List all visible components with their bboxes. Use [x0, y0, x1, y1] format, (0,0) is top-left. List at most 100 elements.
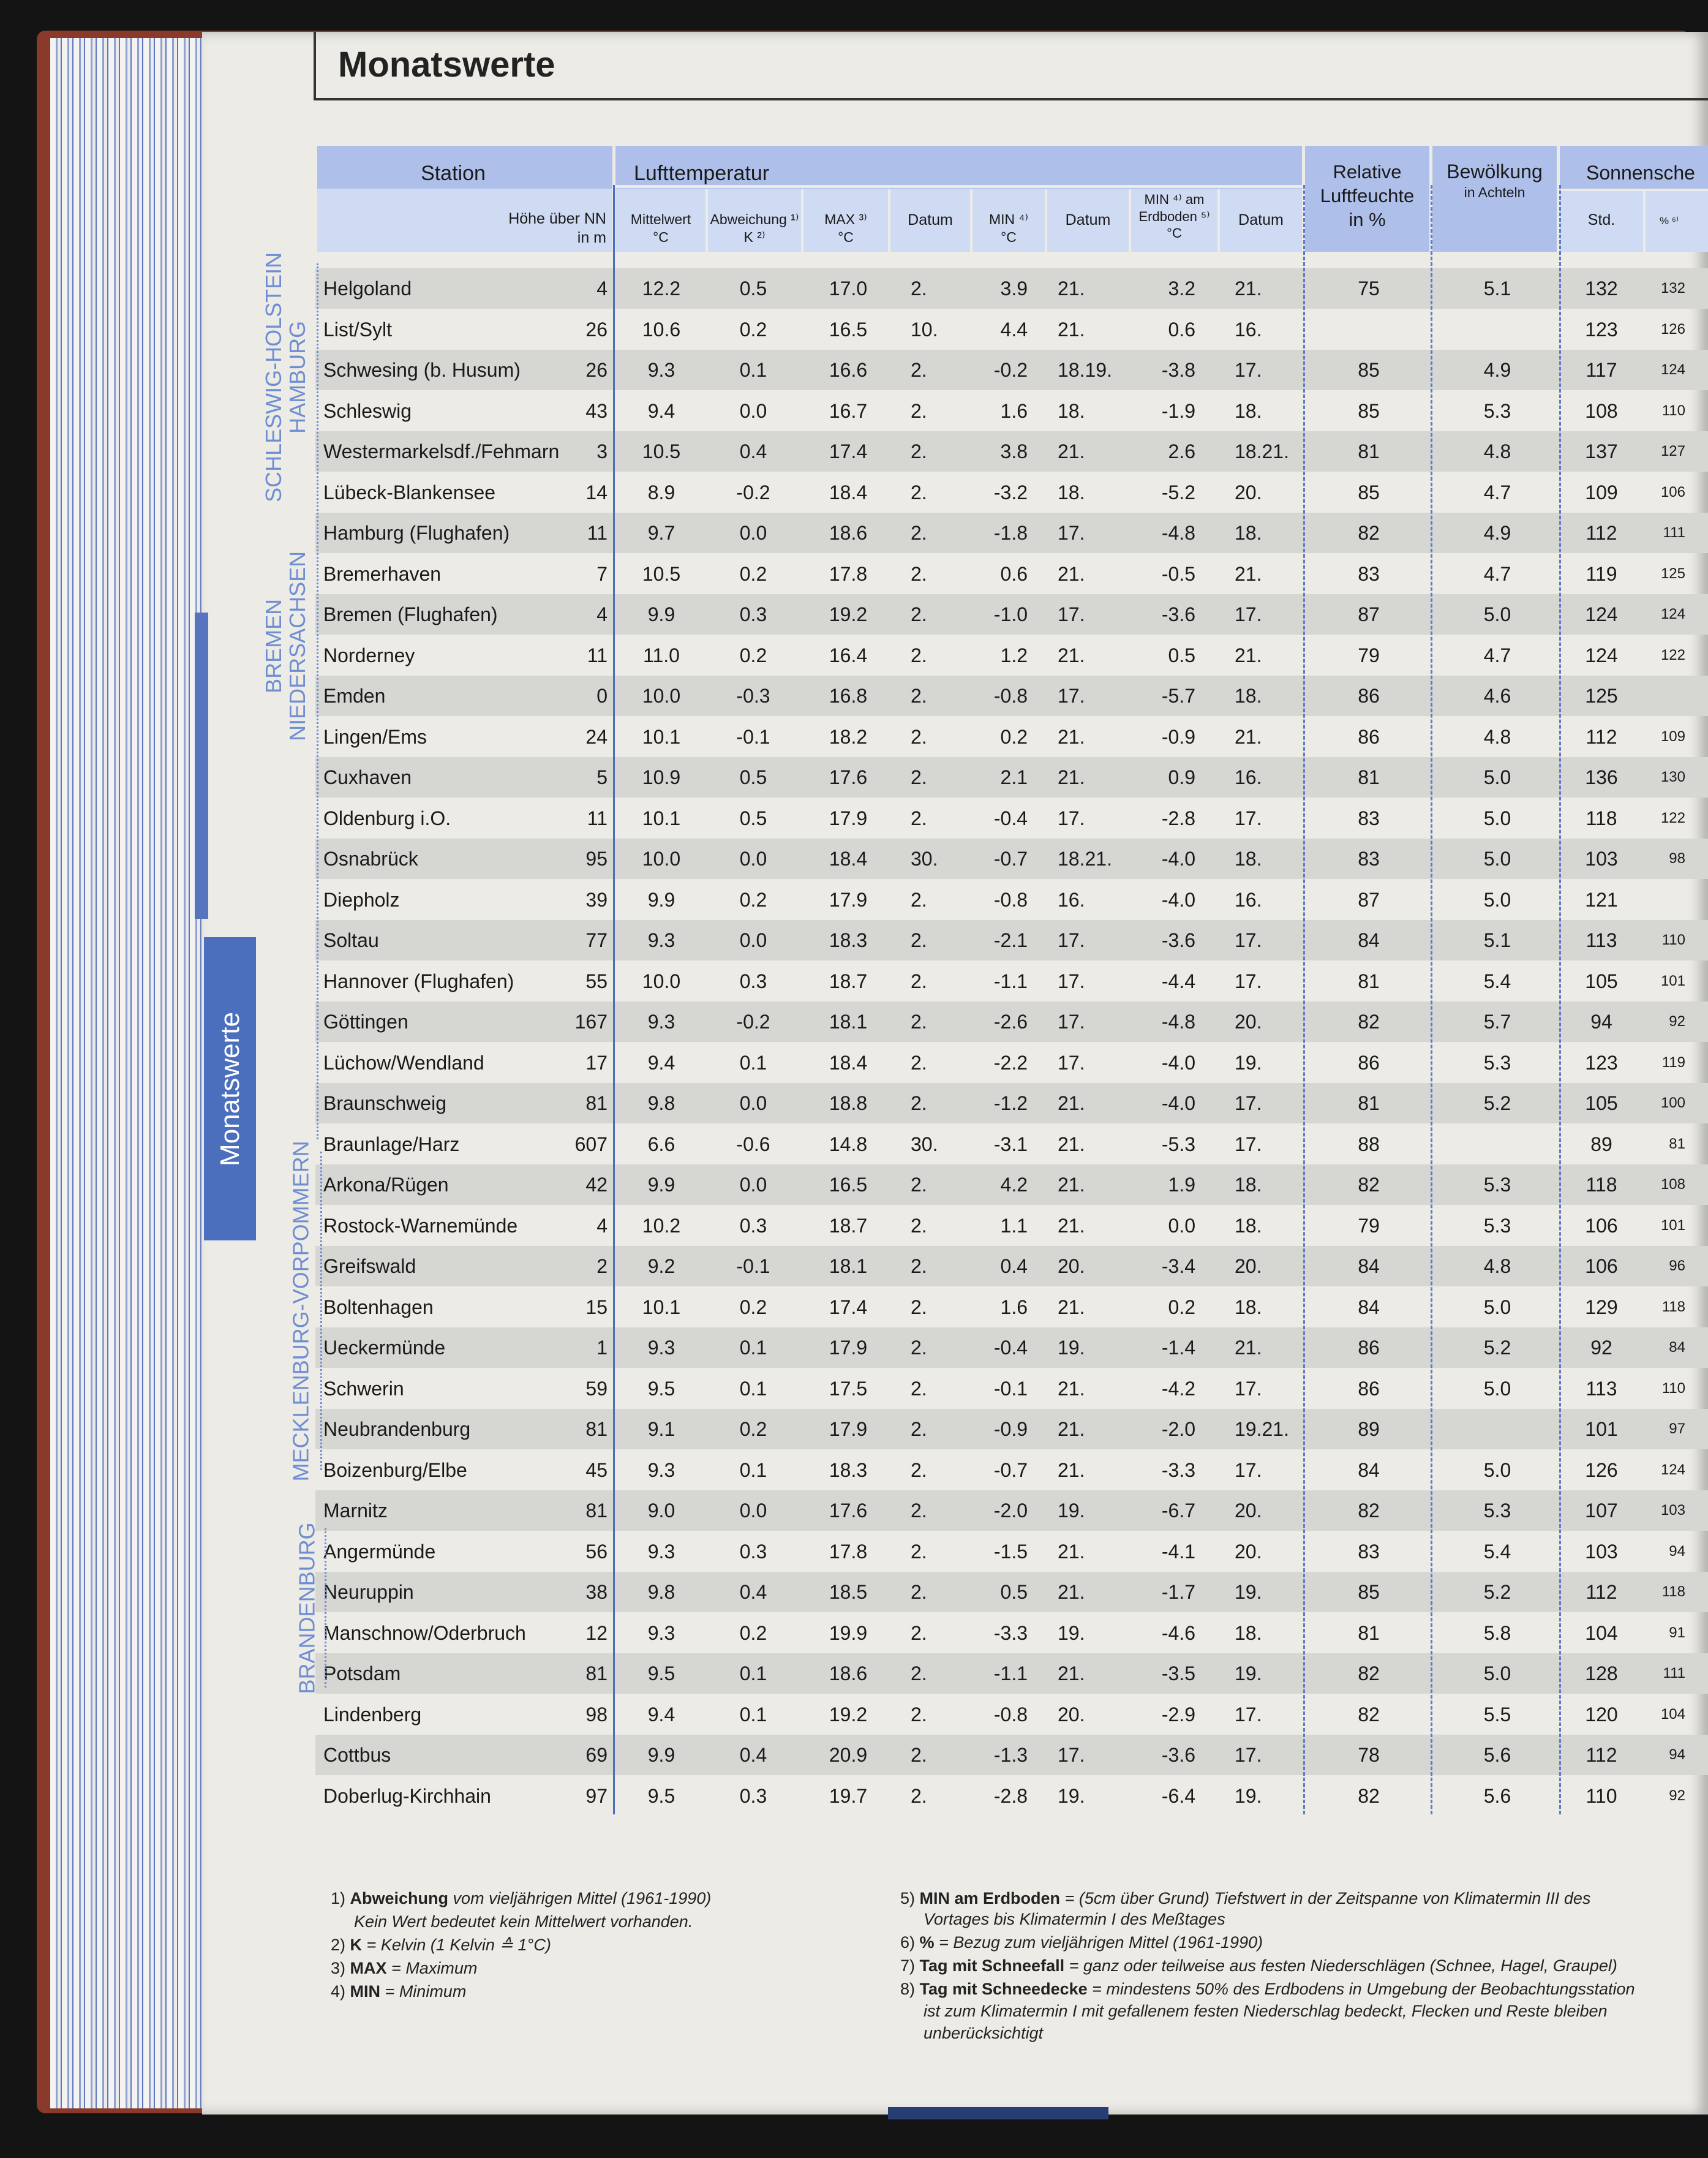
cell-hoehe: 167	[574, 1011, 608, 1033]
cell-bew: 5.3	[1483, 400, 1511, 422]
cell-station: Rostock-Warnemünde	[323, 1215, 518, 1237]
cell-std: 105	[1585, 1092, 1618, 1114]
table-row-stripe	[315, 350, 1708, 390]
cell-max: 17.9	[829, 889, 868, 911]
cell-derd: 17.	[1235, 603, 1262, 625]
cell-dmax: 2.	[911, 522, 927, 544]
cell-derd: 20.	[1235, 1541, 1262, 1563]
cell-hoehe: 59	[585, 1378, 608, 1400]
cell-erd: -3.6	[1161, 929, 1195, 951]
cell-hoehe: 24	[585, 726, 608, 748]
cell-rf: 86	[1358, 1378, 1380, 1400]
cell-derd: 17.	[1235, 1744, 1262, 1766]
cell-min: 4.4	[1000, 319, 1028, 341]
cell-std: 119	[1586, 563, 1617, 585]
cell-mittel: 9.8	[647, 1581, 675, 1603]
cell-std: 126	[1585, 1459, 1618, 1481]
cell-min: -0.9	[993, 1418, 1028, 1440]
cell-min: -2.0	[993, 1500, 1028, 1522]
cell-dmin: 21.	[1058, 1215, 1085, 1237]
cell-rf: 75	[1358, 277, 1380, 300]
cell-derd: 18.	[1235, 1622, 1262, 1644]
header-luftfeuchte: Relative Luftfeuchte in %	[1320, 161, 1415, 230]
cell-abw: 0.0	[739, 1174, 767, 1196]
cell-rf: 85	[1358, 481, 1380, 504]
cell-mittel: 9.3	[647, 929, 675, 951]
cell-rf: 88	[1358, 1133, 1380, 1155]
cell-bew: 5.0	[1483, 1296, 1511, 1318]
cell-hoehe: 77	[585, 929, 608, 951]
side-tab-label: Monatswerte	[214, 1011, 245, 1166]
cell-mittel: 9.4	[647, 1703, 675, 1726]
cell-min: -0.4	[993, 807, 1028, 829]
cell-dmin: 17.	[1058, 970, 1085, 992]
cell-dmax: 2.	[911, 1744, 927, 1766]
cell-pct: 130	[1660, 769, 1685, 785]
cell-erd: -3.5	[1161, 1662, 1195, 1685]
cell-station: Osnabrück	[323, 848, 418, 870]
cell-max: 16.5	[829, 1174, 868, 1196]
cell-mittel: 10.9	[642, 766, 681, 788]
cell-erd: 0.6	[1168, 319, 1195, 341]
cell-min: 0.2	[1000, 726, 1028, 748]
table-row-stripe	[315, 757, 1708, 798]
footnote-2: 2) K = Kelvin (1 Kelvin ≙ 1°C)	[331, 1936, 551, 1954]
cell-dmax: 2.	[911, 440, 927, 462]
cell-rf: 87	[1358, 603, 1380, 625]
cell-abw: 0.1	[739, 1337, 767, 1359]
cell-pct: 122	[1660, 647, 1685, 663]
cell-pct: 109	[1660, 728, 1685, 745]
cell-derd: 17.	[1235, 1703, 1262, 1726]
cell-abw: 0.3	[739, 1541, 767, 1563]
cell-rf: 81	[1358, 1622, 1380, 1644]
cell-derd: 20.	[1235, 481, 1262, 504]
cell-mittel: 10.1	[642, 807, 681, 829]
cell-hoehe: 1	[596, 1337, 608, 1359]
page-number-strip	[888, 2107, 1108, 2119]
cell-hoehe: 38	[585, 1581, 608, 1603]
cell-max: 18.8	[829, 1092, 868, 1114]
cell-derd: 17.	[1235, 1092, 1262, 1114]
cell-rf: 81	[1358, 440, 1380, 462]
cell-bew: 5.1	[1483, 929, 1511, 951]
cell-rf: 85	[1358, 400, 1380, 422]
state-schleswig-holstein-hamburg: SCHLESWIG-HOLSTEIN HAMBURG	[261, 252, 310, 503]
cell-erd: -4.2	[1161, 1378, 1195, 1400]
cell-std: 117	[1586, 359, 1617, 381]
table-row-stripe	[315, 1653, 1708, 1694]
cell-station: Boizenburg/Elbe	[323, 1459, 467, 1481]
cell-station: Boltenhagen	[323, 1296, 434, 1318]
cell-hoehe: 4	[596, 1215, 608, 1237]
cell-station: Doberlug-Kirchhain	[323, 1785, 491, 1807]
cell-mittel: 9.3	[647, 1541, 675, 1563]
cell-bew: 5.0	[1483, 766, 1511, 788]
cell-hoehe: 55	[585, 970, 608, 992]
cell-min: 1.1	[1000, 1215, 1028, 1237]
cell-hoehe: 11	[587, 522, 608, 544]
cell-dmin: 17.	[1058, 929, 1085, 951]
cell-erd: -1.9	[1161, 400, 1195, 422]
cell-rf: 79	[1358, 1215, 1380, 1237]
cell-pct: 106	[1660, 484, 1685, 500]
cell-erd: -2.0	[1161, 1418, 1195, 1440]
cell-dmin: 19.	[1058, 1785, 1085, 1807]
cell-min: 0.5	[1000, 1581, 1028, 1603]
header-datum-min: Datum	[1065, 211, 1111, 228]
cell-max: 17.4	[829, 440, 868, 462]
cell-dmin: 21.	[1058, 1133, 1085, 1155]
cell-max: 16.4	[829, 644, 868, 666]
cell-bew: 5.0	[1483, 1378, 1511, 1400]
cell-rf: 82	[1358, 1174, 1380, 1196]
cell-min: -3.1	[993, 1133, 1028, 1155]
cell-max: 17.0	[829, 277, 868, 300]
cell-rf: 83	[1358, 848, 1380, 870]
side-tab[interactable]: Monatswerte	[204, 937, 256, 1240]
cell-erd: -0.9	[1161, 726, 1195, 748]
cell-min: -1.1	[993, 970, 1028, 992]
cell-derd: 21.	[1235, 644, 1262, 666]
cell-bew: 5.2	[1483, 1337, 1511, 1359]
cell-dmax: 2.	[911, 1662, 927, 1685]
cell-pct: 124	[1660, 1462, 1685, 1478]
cell-station: Hannover (Flughafen)	[323, 970, 514, 992]
cell-dmin: 17.	[1058, 685, 1085, 707]
